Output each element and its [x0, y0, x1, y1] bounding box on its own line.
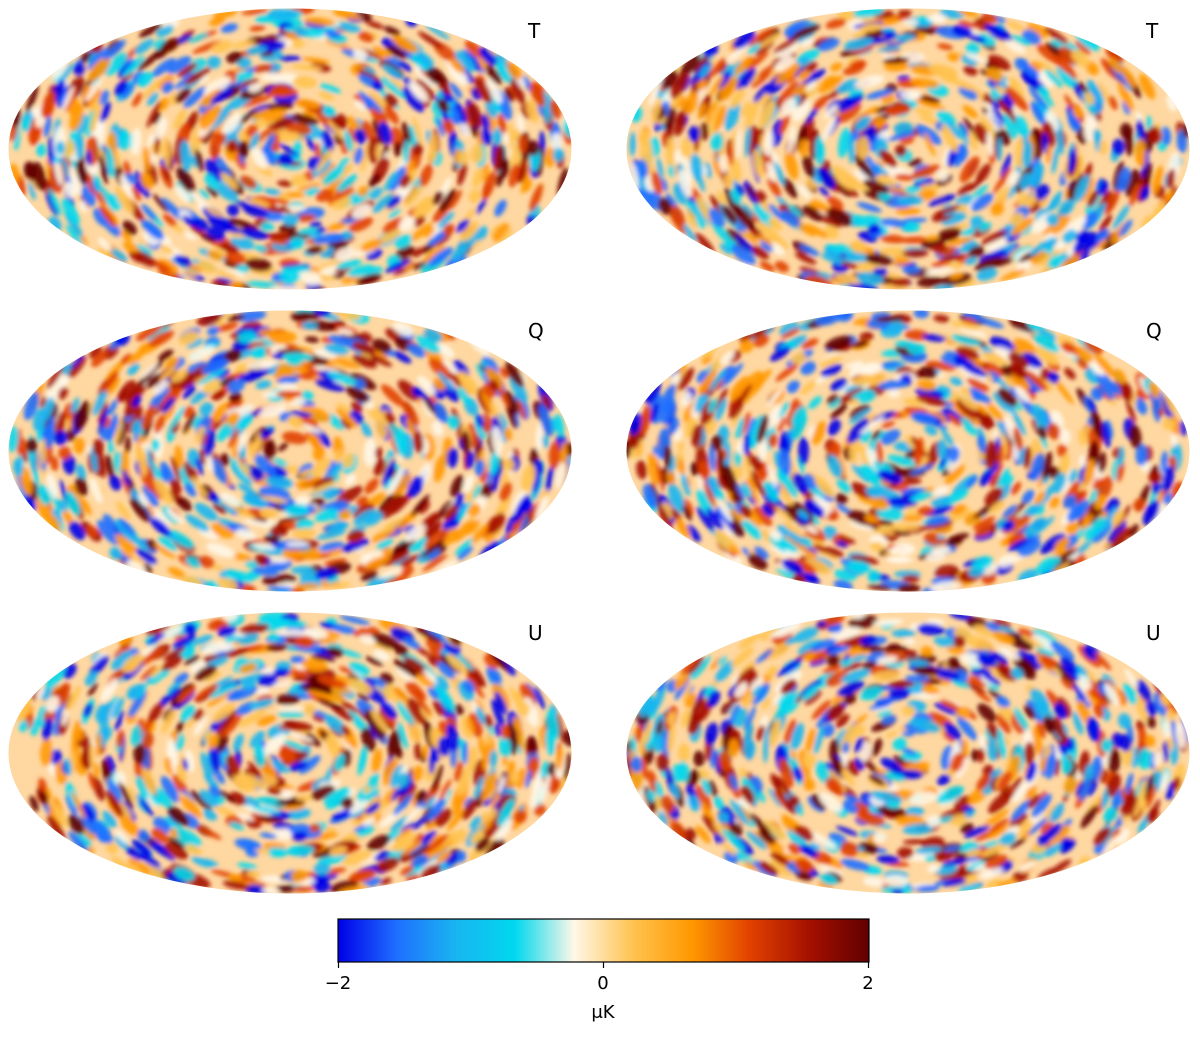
sky-map-2: [626, 8, 1190, 290]
colorbar: −2 0 2 μK: [325, 918, 874, 1023]
panel-label-5: U: [528, 621, 543, 645]
panel-label-1: T: [527, 19, 541, 43]
sky-map-1: [8, 8, 572, 290]
colorbar-gradient: [337, 918, 870, 963]
colorbar-unit-label: μK: [591, 1002, 615, 1023]
sky-map-5: [8, 612, 572, 894]
map-panel-3: Q: [7, 309, 573, 593]
panel-label-6: U: [1146, 621, 1161, 645]
map-panel-6: U: [625, 611, 1191, 895]
panel-label-3: Q: [528, 319, 544, 343]
panel-label-4: Q: [1146, 319, 1162, 343]
map-panel-5: U: [7, 611, 573, 895]
map-panel-1: T: [7, 7, 573, 291]
sky-map-6: [626, 612, 1190, 894]
colorbar-tick-label-min: −2: [325, 973, 352, 994]
map-panel-4: Q: [625, 309, 1191, 593]
panel-label-2: T: [1145, 19, 1159, 43]
sky-map-4: [626, 310, 1190, 592]
sky-map-3: [8, 310, 572, 592]
map-panel-2: T: [625, 7, 1191, 291]
colorbar-tick-label-max: 2: [862, 973, 873, 994]
colorbar-tick-label-zero: 0: [597, 973, 608, 994]
